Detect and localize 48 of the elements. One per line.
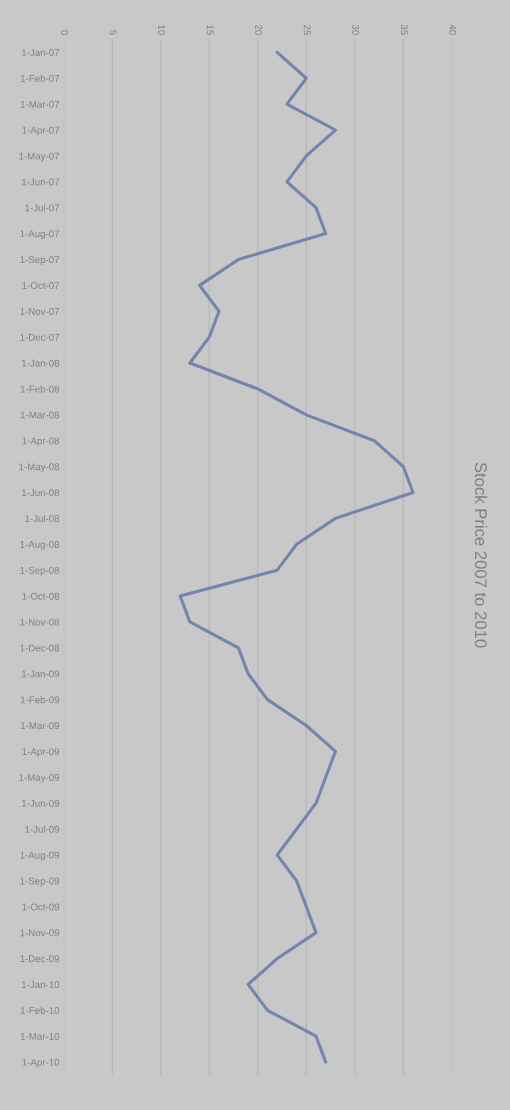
- y-tick-label: 1-Feb-10: [20, 1006, 60, 1014]
- y-tick-label: 1-Jul-09: [25, 825, 60, 833]
- y-tick-label: 1-Jun-08: [21, 489, 60, 497]
- x-tick-label: 15: [206, 25, 214, 35]
- x-tick-label: 5: [109, 30, 117, 35]
- y-tick-label: 1-Mar-09: [20, 722, 60, 730]
- y-tick-label: 1-Jul-08: [25, 514, 60, 522]
- x-tick-label: 20: [255, 24, 263, 35]
- y-tick-label: 1-Dec-07: [20, 333, 60, 341]
- text: Stock Price 2007 to 2010: [474, 462, 488, 648]
- y-tick-label: 1-Jan-10: [21, 981, 60, 989]
- y-tick-label: 1-Jul-07: [25, 204, 60, 212]
- y-tick-label: 1-Aug-09: [20, 851, 60, 861]
- y-tick-label: 1-Jan-09: [21, 670, 60, 678]
- y-tick-label: 1-Sep-08: [20, 566, 60, 576]
- y-tick-label: 1-Apr-09: [22, 748, 60, 757]
- y-tick-label: 1-Aug-07: [20, 230, 60, 240]
- x-tick-label: 35: [400, 24, 408, 35]
- y-tick-label: 1-Jun-09: [21, 799, 60, 807]
- y-tick-label: 1-Aug-08: [20, 541, 60, 550]
- y-tick-label: 1-Nov-09: [20, 929, 60, 937]
- x-tick-label: 30: [352, 24, 360, 35]
- y-tick-label: 1-Oct-07: [22, 282, 60, 289]
- y-tick-label: 1-Dec-08: [20, 644, 60, 652]
- y-tick-label: 1-Oct-09: [22, 903, 60, 911]
- y-tick-label: 1-Jan-07: [21, 49, 60, 56]
- y-tick-label: 1-Apr-08: [22, 437, 60, 447]
- y-tick-label: 1-Jan-08: [21, 359, 60, 367]
- y-tick-label: 1-Feb-08: [20, 385, 60, 393]
- y-tick-label: 1-Oct-08: [22, 592, 60, 600]
- y-tick-label: 1-Feb-07: [20, 74, 60, 82]
- x-tick-label: 25: [303, 24, 311, 35]
- y-tick-label: 1-Mar-08: [20, 411, 60, 419]
- x-tick-label: 40: [449, 24, 457, 35]
- y-tick-label: 1-Apr-10: [22, 1058, 60, 1068]
- y-tick-label: 1-Dec-09: [20, 955, 60, 963]
- y-tick-label: 1-Nov-08: [20, 618, 60, 626]
- y-tick-label: 1-Feb-09: [20, 696, 60, 704]
- y-tick-label: 1-Nov-07: [20, 307, 60, 315]
- y-tick-label: 1-Jun-07: [21, 178, 60, 186]
- y-tick-label: 1-Apr-07: [22, 126, 60, 136]
- y-tick-label: 1-Mar-07: [20, 100, 60, 108]
- y-tick-label: 1-Mar-10: [20, 1032, 60, 1040]
- y-tick-label: 1-May-09: [19, 774, 60, 783]
- y-tick-label: 1-Sep-07: [20, 256, 60, 266]
- y-tick-label: 1-May-07: [19, 152, 60, 162]
- y-tick-label: 1-May-08: [19, 463, 60, 473]
- y-tick-label: 1-Sep-09: [20, 877, 60, 887]
